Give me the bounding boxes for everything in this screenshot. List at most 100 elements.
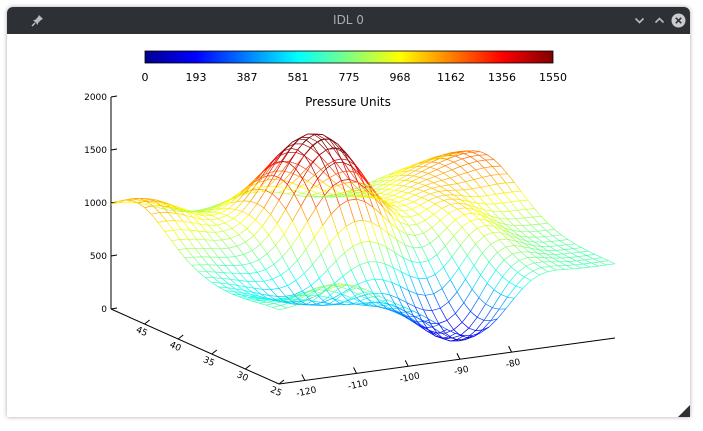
mesh-line — [256, 190, 266, 204]
close-icon[interactable] — [671, 13, 686, 28]
mesh-line — [387, 233, 396, 253]
mesh-line — [394, 171, 402, 174]
mesh-line — [236, 284, 246, 288]
mesh-line — [295, 151, 305, 156]
mesh-line — [282, 246, 292, 258]
mesh-line — [285, 182, 293, 189]
mesh-line — [478, 218, 488, 221]
mesh-line — [534, 241, 542, 247]
mesh-line — [265, 164, 273, 175]
mesh-line — [361, 304, 370, 307]
mesh-line — [315, 207, 324, 226]
mesh-line — [502, 276, 510, 283]
mesh-line — [394, 185, 404, 191]
mesh-line — [313, 237, 322, 255]
y-tick — [211, 349, 218, 355]
mesh-line — [379, 302, 389, 305]
mesh-line — [384, 263, 392, 283]
mesh-line — [320, 297, 328, 303]
mesh-line — [272, 161, 281, 166]
mesh-line — [456, 208, 465, 215]
mesh-line — [389, 303, 397, 305]
x-tick-label: -110 — [347, 378, 369, 392]
mesh-line — [275, 150, 285, 163]
mesh-line — [502, 229, 511, 234]
mesh-line — [273, 161, 281, 172]
mesh-line — [582, 263, 590, 268]
mesh-line — [515, 285, 523, 289]
mesh-line — [304, 194, 311, 197]
mesh-line — [332, 147, 342, 160]
mesh-line — [404, 244, 414, 249]
mesh-line — [213, 240, 221, 250]
mesh-line — [218, 257, 226, 266]
mesh-line — [455, 313, 463, 323]
mesh-line — [401, 170, 409, 173]
mesh-line — [518, 200, 527, 210]
mesh-line — [168, 207, 177, 211]
mesh-line — [354, 219, 364, 222]
mesh-line — [406, 302, 414, 316]
mesh-line — [426, 176, 436, 180]
mesh-line — [487, 220, 495, 227]
mesh-line — [322, 177, 330, 183]
mesh-line — [539, 223, 547, 231]
mesh-line — [430, 166, 438, 170]
mesh-line — [463, 153, 471, 157]
mesh-line — [461, 322, 470, 329]
mesh-line — [428, 156, 436, 160]
resize-grip-icon[interactable] — [676, 403, 690, 417]
mesh-line — [470, 154, 479, 157]
mesh-line — [547, 223, 555, 230]
mesh-line — [475, 167, 485, 171]
mesh-line — [457, 181, 466, 184]
mesh-line — [475, 329, 483, 331]
mesh-line — [398, 201, 406, 206]
mesh-line — [537, 252, 545, 258]
colorbar-tick-label: 581 — [288, 71, 309, 84]
mesh-line — [263, 162, 271, 172]
mesh-line — [360, 172, 369, 184]
mesh-line — [430, 162, 439, 168]
mesh-line — [539, 249, 548, 251]
mesh-line — [341, 286, 350, 291]
mesh-line — [319, 195, 327, 197]
x-tick — [456, 353, 461, 360]
y-tick-label: 35 — [201, 355, 216, 369]
mesh-line — [505, 245, 515, 248]
mesh-line — [583, 262, 592, 265]
mesh-line — [499, 238, 508, 241]
mesh-line — [268, 234, 276, 246]
mesh-line — [446, 219, 456, 228]
mesh-line — [260, 244, 268, 255]
title-bar[interactable]: IDL 0 — [7, 7, 690, 34]
mesh-line — [409, 213, 419, 218]
minimize-icon[interactable] — [632, 13, 647, 28]
mesh-line — [443, 337, 453, 340]
mesh-line — [356, 198, 365, 202]
mesh-line — [218, 215, 228, 220]
mesh-line — [383, 305, 392, 310]
mesh-line — [460, 199, 469, 202]
mesh-line — [468, 234, 476, 245]
mesh-line — [246, 219, 256, 229]
mesh-line — [428, 254, 438, 261]
mesh-line — [327, 148, 335, 164]
mesh-line — [177, 249, 186, 259]
mesh-line — [512, 251, 521, 255]
mesh-line — [418, 278, 426, 296]
mesh-line — [411, 319, 419, 326]
mesh-line — [456, 291, 465, 303]
mesh-line — [584, 259, 592, 264]
mesh-line — [537, 230, 545, 237]
mesh-line — [196, 238, 206, 241]
maximize-icon[interactable] — [652, 13, 667, 28]
mesh-line — [421, 314, 431, 321]
mesh-line — [228, 247, 236, 257]
pin-icon[interactable] — [31, 14, 44, 27]
mesh-line — [507, 296, 515, 299]
mesh-line — [379, 189, 389, 194]
mesh-line — [436, 254, 444, 268]
mesh-line — [332, 185, 340, 206]
mesh-line — [362, 302, 372, 304]
